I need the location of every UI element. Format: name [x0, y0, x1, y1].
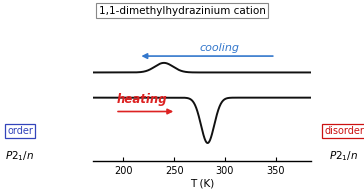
X-axis label: T (K): T (K): [190, 178, 214, 188]
Text: heating: heating: [116, 94, 167, 106]
Text: $P2_1/n$: $P2_1/n$: [5, 149, 35, 163]
Text: order: order: [7, 126, 33, 136]
Text: 1,1-dimethylhydrazinium cation: 1,1-dimethylhydrazinium cation: [99, 6, 265, 16]
Text: cooling: cooling: [200, 43, 240, 53]
Text: $P2_1/n$: $P2_1/n$: [329, 149, 359, 163]
Text: disorder: disorder: [324, 126, 364, 136]
